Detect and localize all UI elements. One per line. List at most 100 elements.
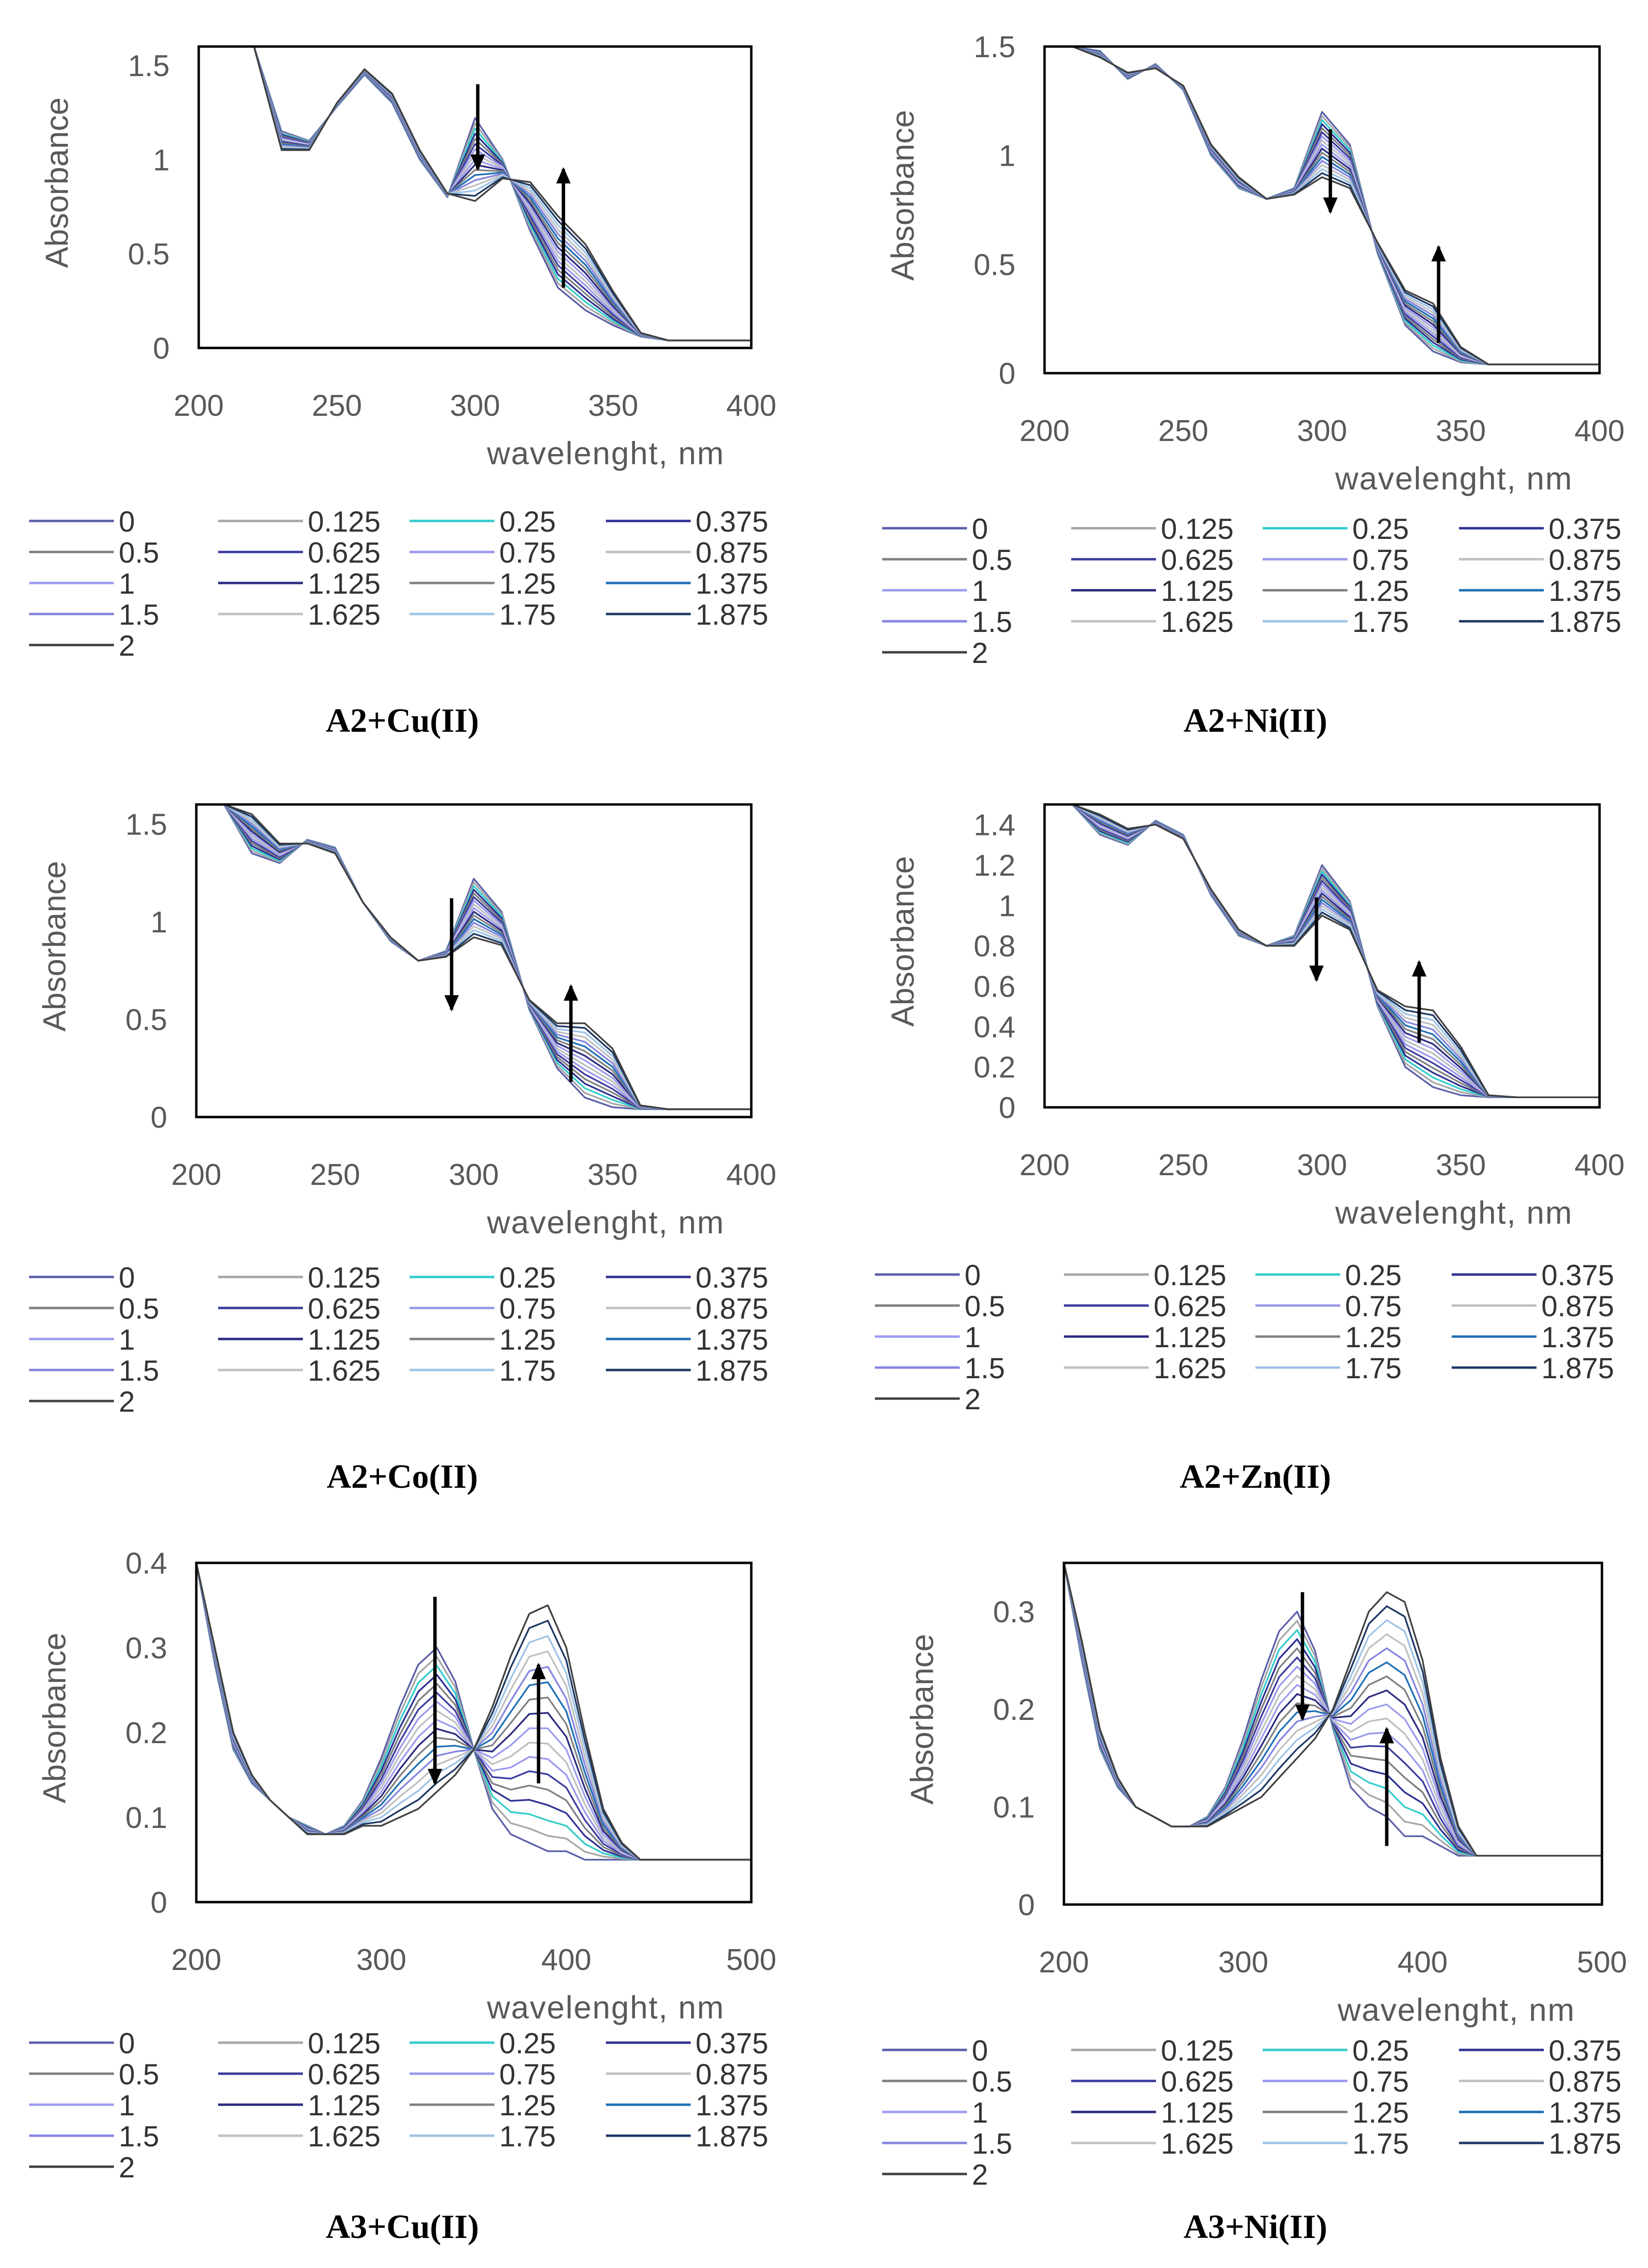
legend-label: 0.625 (1161, 544, 1234, 576)
legend-label: 0.125 (308, 1261, 380, 1294)
series-line-0.5 (1045, 804, 1600, 1098)
series-line-1.75 (1045, 804, 1600, 1098)
legend-label: 1.25 (1345, 1321, 1402, 1354)
legend-label: 0.125 (1161, 2034, 1234, 2067)
legend-label: 1.125 (308, 1323, 380, 1356)
y-tick-label: 0 (999, 357, 1015, 391)
y-tick-label: 0.2 (126, 1717, 167, 1750)
series-line-1.5 (1045, 47, 1600, 365)
x-axis-label: wavelenght, nm (1335, 460, 1573, 496)
y-tick-label: 0.2 (974, 1051, 1015, 1085)
legend-label: 0.5 (119, 2058, 159, 2091)
plot-frame (195, 1561, 753, 1904)
series-line-0.625 (199, 47, 751, 342)
series-line-0.25 (196, 1563, 751, 1861)
legend-label: 1.375 (696, 2089, 768, 2122)
y-tick-label: 0 (151, 1886, 167, 1920)
legend-label: 0.625 (308, 2058, 380, 2091)
x-tick-label: 200 (1039, 1946, 1089, 1979)
series-line-1 (1045, 47, 1600, 365)
series-line-2 (196, 1563, 751, 1861)
x-tick-label: 500 (1577, 1946, 1627, 1979)
y-tick-label: 0.5 (128, 238, 170, 271)
legend-label: 1.875 (1549, 2127, 1621, 2160)
x-tick-label: 500 (726, 1943, 776, 1977)
panel-caption: A2+Cu(II) (326, 702, 479, 740)
legend-label: 1.875 (696, 2120, 768, 2153)
y-tick-label: 0.4 (126, 1547, 167, 1580)
x-tick-label: 250 (310, 1158, 360, 1192)
y-tick-label: 0 (1018, 1889, 1035, 1922)
series-line-1.75 (196, 1563, 751, 1861)
legend-label: 0.25 (1352, 2034, 1409, 2067)
series-line-0.25 (199, 47, 751, 342)
x-axis-label: wavelenght, nm (487, 435, 725, 471)
series-line-1.25 (196, 1563, 751, 1861)
legend-label: 0.25 (499, 505, 556, 538)
y-tick-label: 0.8 (974, 930, 1015, 963)
series-line-1.75 (199, 47, 751, 342)
series-line-2 (196, 804, 751, 1110)
legend-label: 0.625 (308, 536, 380, 569)
legend-label: 1.875 (1549, 606, 1621, 638)
series-line-1.5 (199, 47, 751, 342)
legend-label: 2 (119, 1386, 135, 1418)
y-tick-label: 0 (153, 332, 170, 365)
series-line-1.125 (1045, 804, 1600, 1098)
x-tick-label: 300 (1297, 1149, 1347, 1182)
series-line-0.625 (1045, 804, 1600, 1098)
legend-label: 1.375 (1541, 1321, 1614, 1354)
panel-caption: A3+Ni(II) (1184, 2208, 1328, 2246)
legend-label: 0.375 (1541, 1259, 1614, 1292)
x-tick-label: 400 (1397, 1946, 1447, 1979)
series-line-1.125 (196, 1563, 751, 1861)
legend-label: 1.125 (1154, 1321, 1226, 1354)
y-tick-label: 0.2 (993, 1693, 1035, 1727)
y-tick-label: 1.5 (128, 49, 170, 83)
legend-label: 0.875 (1541, 1290, 1614, 1323)
x-tick-label: 350 (588, 389, 638, 423)
series-line-1.625 (196, 1563, 751, 1861)
x-axis-label: wavelenght, nm (487, 1989, 725, 2025)
legend-label: 2 (119, 630, 135, 662)
y-tick-label: 0 (151, 1101, 167, 1134)
series-group (1064, 1563, 1602, 1857)
y-axis-label: Absorbance (39, 97, 75, 268)
legend-label: 1.625 (308, 1354, 380, 1387)
legend-label: 1.625 (308, 2120, 380, 2153)
series-line-0 (199, 47, 751, 342)
series-line-2 (1045, 804, 1600, 1098)
series-line-1.25 (1045, 804, 1600, 1098)
series-line-2 (199, 47, 751, 342)
legend-label: 0.25 (1345, 1259, 1402, 1292)
x-tick-label: 400 (726, 389, 776, 423)
legend-label: 0.375 (1549, 2034, 1621, 2067)
x-tick-label: 300 (356, 1943, 406, 1977)
legend-label: 1.875 (1541, 1352, 1614, 1385)
legend-label: 0.625 (308, 1292, 380, 1325)
chart-panel-6: 200 300 400 500 0 0.1 0.2 0.3 wavelenght, nm Abso… (882, 1561, 1627, 2246)
legend-label: 1.625 (1161, 2127, 1234, 2160)
legend-label: 0.375 (1549, 513, 1621, 545)
series-line-0.25 (1045, 47, 1600, 365)
legend-label: 0.375 (696, 1261, 768, 1294)
x-tick-label: 200 (171, 1943, 221, 1977)
series-line-0.125 (1045, 47, 1600, 365)
legend-label: 1.125 (308, 2089, 380, 2122)
y-tick-label: 1.5 (126, 808, 167, 841)
x-tick-label: 400 (1574, 1149, 1624, 1182)
x-tick-label: 300 (1297, 414, 1347, 448)
series-line-1.875 (1045, 47, 1600, 365)
legend-label: 1.375 (696, 1323, 768, 1356)
legend-label: 1 (119, 567, 135, 600)
legend-label: 1.5 (119, 2120, 159, 2153)
legend-label: 2 (965, 1383, 981, 1416)
legend-label: 1.25 (499, 1323, 556, 1356)
plot-frame (195, 803, 753, 1118)
legend-label: 1.25 (1352, 2096, 1409, 2129)
